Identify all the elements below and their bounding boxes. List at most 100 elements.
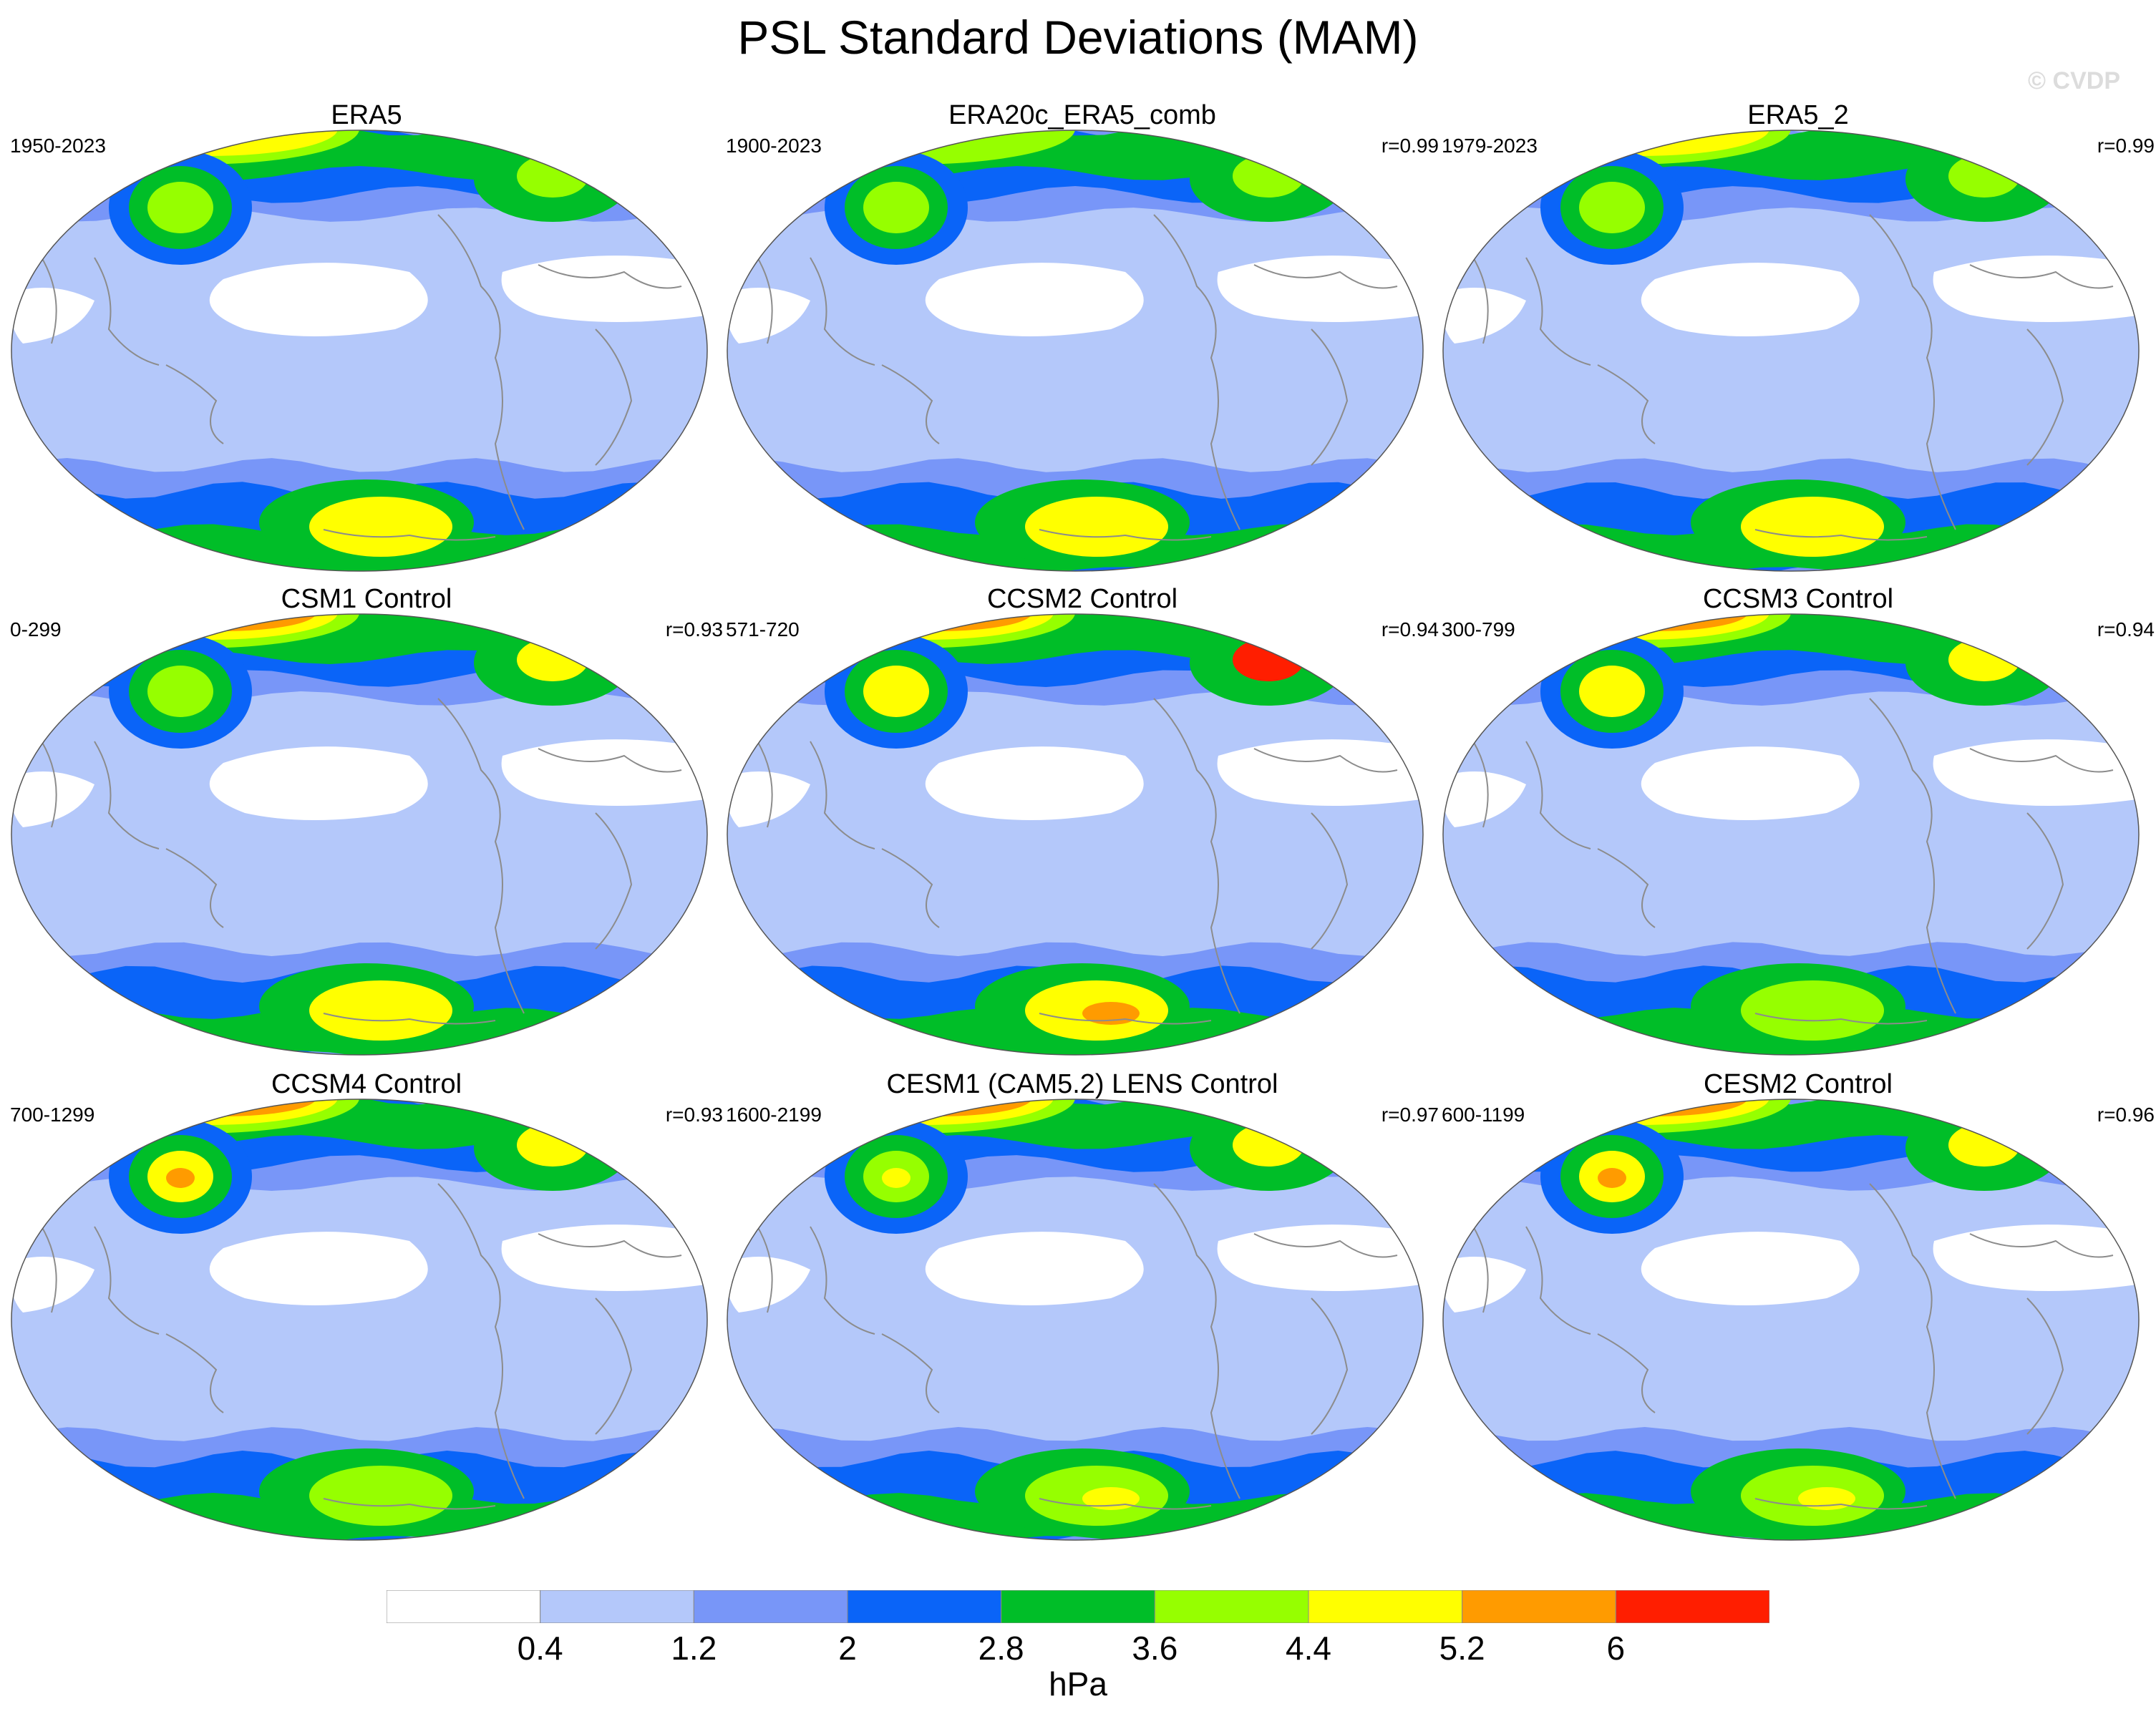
coastline bbox=[1525, 741, 1591, 849]
coastline bbox=[538, 1233, 682, 1258]
panel-years: 1979-2023 bbox=[1442, 135, 1538, 157]
coastline bbox=[1153, 698, 1240, 1014]
panel-correlation: r=0.97 bbox=[1381, 1104, 1439, 1126]
north-band-3.6 bbox=[727, 1099, 1423, 1149]
colorbar-tick-label: 6 bbox=[1606, 1630, 1626, 1667]
coastline bbox=[1969, 264, 2114, 289]
coastline bbox=[538, 748, 682, 773]
coastline bbox=[810, 1226, 875, 1335]
atlantic-core bbox=[517, 638, 588, 681]
world-map bbox=[727, 130, 1424, 572]
tropical-min-patch bbox=[727, 771, 810, 827]
southern-core bbox=[366, 518, 424, 541]
panel-title: CESM1 (CAM5.2) LENS Control bbox=[886, 1069, 1278, 1099]
map-border bbox=[727, 613, 1424, 1056]
colorbar-tick-label: 3.6 bbox=[1132, 1630, 1178, 1667]
tropical-min-patch bbox=[1641, 1232, 1860, 1305]
tropical-min-patch bbox=[209, 263, 428, 336]
coastline bbox=[1869, 214, 1956, 530]
atlantic-core bbox=[1233, 1124, 1304, 1167]
coastline bbox=[2026, 812, 2064, 950]
north-band-3.6 bbox=[1443, 1099, 2139, 1149]
panel-years: 300-799 bbox=[1442, 618, 1515, 641]
map-panel: CCSM2 Control 571-720 r=0.94 bbox=[724, 584, 1440, 1056]
coastline bbox=[595, 328, 633, 466]
coastline bbox=[94, 257, 160, 366]
panel-correlation: r=0.99 bbox=[1381, 135, 1439, 157]
aleutian-core bbox=[166, 199, 195, 219]
tropical-min-patch bbox=[1933, 1224, 2139, 1291]
tropical-min-patch bbox=[1217, 739, 1423, 806]
panel-years: 1600-2199 bbox=[726, 1104, 822, 1126]
coastline bbox=[595, 1297, 633, 1435]
panel-correlation: r=0.93 bbox=[665, 618, 723, 641]
coastline bbox=[881, 1333, 940, 1413]
coastline bbox=[165, 848, 224, 928]
tropical-min-patch bbox=[1641, 263, 1860, 336]
figure-title: PSL Standard Deviations (MAM) bbox=[737, 11, 1419, 64]
panel-correlation: r=0.94 bbox=[2097, 618, 2155, 641]
coastline bbox=[323, 1498, 496, 1510]
coastline bbox=[1311, 812, 1349, 950]
panel-years: 571-720 bbox=[726, 618, 800, 641]
colorbar-box bbox=[540, 1590, 694, 1623]
coastline bbox=[1754, 529, 1928, 541]
tropical-min-patch bbox=[501, 739, 707, 806]
coastline bbox=[94, 741, 160, 849]
atlantic-core bbox=[517, 1124, 588, 1167]
colorbar-box bbox=[693, 1590, 848, 1623]
map-panel: CCSM4 Control 700-1299 r=0.93 bbox=[9, 1069, 724, 1542]
coastline bbox=[1597, 848, 1656, 928]
coastline bbox=[1253, 1233, 1398, 1258]
tropical-min-patch bbox=[1217, 1224, 1423, 1291]
panel-correlation: r=0.99 bbox=[2097, 135, 2155, 157]
atlantic-core bbox=[1948, 638, 2020, 681]
tropical-min-patch bbox=[11, 288, 94, 344]
panel-title: CSM1 Control bbox=[281, 584, 452, 614]
coastline bbox=[1039, 1013, 1212, 1025]
southern-core bbox=[1082, 518, 1140, 541]
tropical-min-patch bbox=[501, 1224, 707, 1291]
aleutian-core bbox=[166, 683, 195, 703]
atlantic-core bbox=[1233, 155, 1304, 198]
world-map bbox=[11, 130, 708, 572]
panel-years: 0-299 bbox=[10, 618, 62, 641]
coastline bbox=[437, 698, 525, 1014]
coastline bbox=[1869, 1183, 1956, 1499]
coastline bbox=[437, 1183, 525, 1499]
aleutian-core bbox=[1598, 683, 1626, 703]
coastline bbox=[1153, 214, 1240, 530]
coastline bbox=[1153, 1183, 1240, 1499]
colorbar-tick-label: 2 bbox=[838, 1630, 857, 1667]
map-panel: ERA5_2 1979-2023 r=0.99 bbox=[1440, 100, 2156, 573]
colorbar-box bbox=[1001, 1590, 1155, 1623]
southern-core bbox=[1082, 1487, 1140, 1510]
aleutian-core bbox=[882, 683, 911, 703]
world-map bbox=[11, 613, 708, 1056]
panel-title: CESM2 Control bbox=[1704, 1069, 1893, 1099]
tropical-min-patch bbox=[501, 255, 707, 322]
southern-core bbox=[366, 1487, 424, 1510]
map-border bbox=[11, 130, 708, 572]
map-panel: CCSM3 Control 300-799 r=0.94 bbox=[1440, 584, 2156, 1056]
north-band-3.6 bbox=[1443, 130, 2139, 180]
map-panel: ERA5 1950-2023 bbox=[9, 100, 724, 573]
tropical-min-patch bbox=[1217, 255, 1423, 322]
panel-years: 600-1199 bbox=[1442, 1104, 1525, 1126]
panel-title: ERA5_2 bbox=[1747, 100, 1849, 130]
world-map bbox=[11, 1099, 708, 1541]
map-panel: CSM1 Control 0-299 r=0.93 bbox=[9, 584, 724, 1056]
atlantic-core bbox=[1948, 155, 2020, 198]
panel-years: 1900-2023 bbox=[726, 135, 822, 157]
coastline bbox=[1525, 257, 1591, 366]
aleutian-core bbox=[1598, 1168, 1626, 1188]
colorbar-box bbox=[1308, 1590, 1463, 1623]
atlantic-core bbox=[1948, 1124, 2020, 1167]
world-map bbox=[1442, 1099, 2140, 1541]
panel-years: 700-1299 bbox=[10, 1104, 95, 1126]
coastline bbox=[538, 264, 682, 289]
coastline bbox=[810, 257, 875, 366]
tropical-min-patch bbox=[209, 1232, 428, 1305]
coastline bbox=[1525, 1226, 1591, 1335]
colorbar-tick-label: 2.8 bbox=[978, 1630, 1024, 1667]
